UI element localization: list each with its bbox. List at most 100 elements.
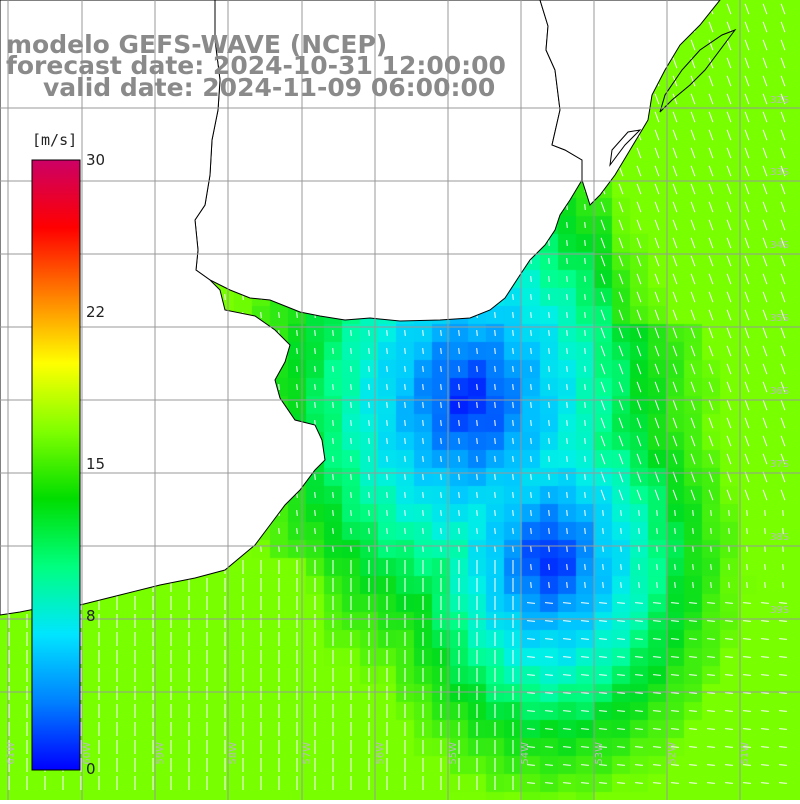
wind-arrow [780,273,786,285]
wind-arrow [562,638,572,640]
wind-arrow [562,656,572,658]
wind-arrow [616,692,626,694]
wind-arrow [636,201,642,213]
wind-arrow [616,602,626,604]
wind-arrow [314,545,316,553]
wind-arrow [652,710,662,712]
wind-arrow [584,293,586,301]
wind-arrow [690,345,696,357]
wind-arrow [526,638,536,640]
wind-arrow [566,221,568,229]
wind-arrow [762,327,768,339]
wind-arrow [512,527,514,535]
wind-arrow [580,674,590,676]
wind-arrow [708,255,714,267]
lon-label: 55W [448,742,459,765]
wind-arrow [476,527,478,535]
wind-arrow [580,692,590,694]
wind-arrow [636,291,642,303]
wind-arrow [762,183,768,195]
wind-arrow [512,491,514,499]
wind-arrow [780,111,786,123]
wind-arrow [562,710,572,712]
wind-arrow [332,509,334,517]
wind-arrow [762,381,768,393]
wind-arrow [762,21,768,33]
wind-arrow [744,21,750,33]
wind-arrow [584,473,586,481]
wind-arrow [728,563,730,571]
wind-arrow [654,435,660,447]
wind-arrow [494,509,496,517]
wind-arrow [672,327,678,339]
wind-arrow [690,417,696,429]
wind-arrow [728,581,730,589]
wind-arrow [598,674,608,676]
wind-arrow [458,545,460,553]
wind-arrow [654,309,660,321]
wind-arrow [708,273,714,285]
wind-arrow [692,527,694,535]
wind-arrow [708,435,714,447]
wind-arrow [780,255,786,267]
wind-arrow [404,329,406,337]
wind-arrow [760,728,770,730]
wind-arrow [458,455,460,463]
brazil-landmass [539,0,721,206]
wind-arrow [260,311,262,319]
wind-arrow [618,399,624,411]
wind-arrow [744,147,750,159]
wind-arrow [706,728,716,730]
wind-arrow [782,563,784,571]
wind-arrow [422,473,424,481]
wind-arrow [600,471,606,483]
wind-arrow [476,509,478,517]
wind-arrow [332,527,334,535]
wind-arrow [350,401,352,409]
wind-arrow [548,437,550,445]
wind-arrow [260,545,262,553]
wind-arrow [672,291,678,303]
wind-arrow [404,347,406,355]
wind-arrow [708,57,714,69]
wind-arrow [332,383,334,391]
wind-arrow [580,782,590,784]
wind-arrow [762,273,768,285]
wind-arrow [764,545,766,553]
wind-arrow [674,581,676,589]
wind-arrow [742,638,752,640]
wind-arrow [566,347,568,355]
wind-arrow [512,329,514,337]
wind-arrow [548,527,550,535]
wind-arrow [584,437,586,445]
wind-arrow [584,239,586,247]
wind-arrow [296,347,298,355]
wind-arrow [332,455,334,463]
wind-arrow [670,764,680,766]
wind-arrow [762,219,768,231]
wind-arrow [780,489,786,501]
wind-arrow [548,401,550,409]
wind-arrow [710,545,712,553]
wind-arrow [616,764,626,766]
wind-arrow [618,309,624,321]
wind-arrow [440,419,442,427]
wind-arrow [672,435,678,447]
wind-arrow [744,165,750,177]
wind-arrow [760,620,770,622]
wind-arrow [566,473,568,481]
wind-arrow [494,347,496,355]
wind-arrow [710,509,712,517]
colorbar [31,159,81,771]
wind-arrow [688,764,698,766]
wind-arrow [708,309,714,321]
colorbar-tick-15: 15 [86,455,106,473]
lon-label: 56W [375,742,386,765]
lon-label: 54W [520,742,531,765]
wind-arrow [620,545,622,553]
lat-label: 36S [770,386,790,397]
wind-arrow [580,656,590,658]
wind-arrow [544,728,554,730]
wind-arrow [368,545,370,553]
wind-arrow [512,545,514,553]
